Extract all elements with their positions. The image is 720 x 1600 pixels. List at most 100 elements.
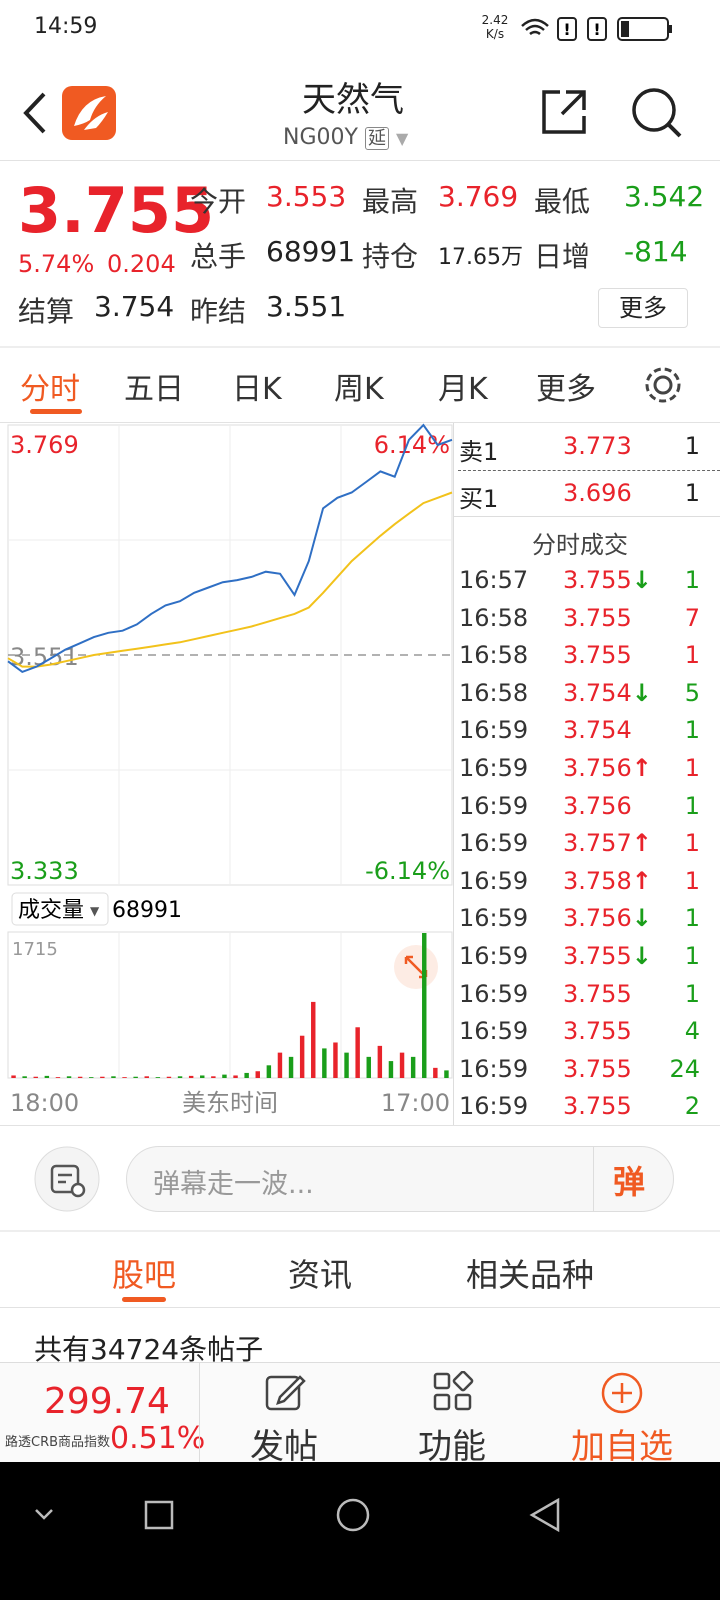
average-line — [7, 491, 453, 668]
tab[interactable]: 分时 — [20, 372, 80, 407]
trade-price: 3.755 — [563, 603, 632, 632]
trade-time: 16:59 — [459, 1054, 529, 1083]
trade-arrow: ↑ — [631, 866, 652, 895]
trade-price: 3.755↓ — [563, 942, 652, 970]
divider — [0, 1125, 720, 1126]
price-line — [7, 423, 453, 674]
tab[interactable]: 月K — [438, 372, 488, 407]
header-title: 天然气 — [302, 80, 404, 120]
divider — [0, 1230, 720, 1232]
divider — [199, 1363, 200, 1463]
volume-bar — [399, 1052, 405, 1078]
tab[interactable]: 五日 — [124, 372, 184, 407]
change-value: 0.204 — [107, 250, 176, 278]
comment-placeholder: 弹幕走一波... — [153, 1169, 314, 1200]
x-label: 美东时间 — [182, 1089, 278, 1117]
quote-value: 68991 — [266, 235, 356, 268]
nav-hide[interactable] — [35, 1509, 53, 1520]
trade-volume: 1 — [684, 716, 700, 745]
trade-volume: 1 — [684, 754, 700, 782]
volume-total: 68991 — [112, 898, 182, 923]
trade-price: 3.755 — [563, 1054, 632, 1083]
danmaku-settings[interactable] — [34, 1146, 100, 1212]
nav-bar — [0, 1462, 720, 1600]
trade-arrow: ↓ — [631, 942, 652, 970]
quote-value: 3.542 — [624, 180, 705, 213]
volume-bar — [122, 1077, 127, 1078]
bottom-action[interactable]: 功能 — [418, 1427, 486, 1467]
danmaku-button[interactable]: 弹 — [613, 1163, 646, 1201]
volume-bar — [433, 1067, 438, 1078]
trade-arrow: ↑ — [631, 754, 652, 782]
trade-price: 3.755 — [563, 641, 632, 670]
section-tab[interactable]: 相关品种 — [465, 1256, 594, 1294]
volume-bar — [333, 1042, 338, 1078]
more-button[interactable]: 更多 — [598, 288, 688, 328]
tab[interactable]: 更多 — [536, 372, 596, 407]
quote-label: 结算 — [18, 295, 75, 328]
trade-volume: 7 — [684, 603, 700, 632]
intraday-chart: 成交量 ▼ 68991 3.3333.5513.769-6.14%6.14%18… — [7, 423, 453, 1117]
change-percent: 5.74% — [18, 250, 95, 278]
y-tick-label: 1715 — [12, 939, 58, 960]
percent-label: -6.14% — [365, 857, 450, 885]
volume-bar — [66, 1076, 72, 1078]
book-separator — [454, 516, 720, 517]
volume-bar — [266, 1065, 272, 1078]
volume-bar — [444, 1070, 449, 1078]
trade-time: 16:59 — [459, 716, 529, 745]
trade-volume: 1 — [684, 979, 700, 1008]
tab[interactable]: 周K — [334, 372, 384, 407]
share-button[interactable] — [540, 88, 588, 136]
volume-bar — [344, 1052, 349, 1078]
dropdown-icon[interactable]: ▼ — [395, 129, 409, 148]
quote-value: 3.551 — [266, 290, 347, 323]
volume-bar — [111, 1076, 116, 1078]
header-code: NG00Y 延 ▼ — [283, 124, 408, 150]
volume-bar — [144, 1076, 149, 1078]
book-label: 卖1 — [459, 438, 499, 466]
search-button[interactable] — [630, 86, 684, 140]
section-tab[interactable]: 股吧 — [111, 1256, 176, 1294]
status-icons: ! ! — [521, 17, 672, 41]
trade-price: 3.754↓ — [563, 678, 652, 707]
volume-bar — [33, 1076, 38, 1078]
app-logo — [62, 86, 116, 140]
section-tab[interactable]: 资讯 — [287, 1256, 352, 1294]
trade-time: 16:57 — [459, 566, 529, 594]
nav-recents[interactable] — [144, 1500, 174, 1530]
volume-selector[interactable] — [11, 892, 109, 926]
svg-text:!: ! — [563, 20, 570, 39]
back-button[interactable] — [18, 90, 50, 136]
volume-bar — [366, 1056, 371, 1078]
trade-price: 3.755 — [563, 1017, 632, 1046]
quote-value: 17.65万 — [438, 245, 523, 270]
bottom-action[interactable]: 发帖 — [250, 1427, 318, 1467]
trade-price: 3.754 — [563, 716, 632, 745]
nav-home[interactable] — [336, 1498, 370, 1532]
volume-bar — [410, 1056, 416, 1078]
comment-input[interactable]: 弹幕走一波... 弹 — [126, 1146, 674, 1212]
trade-volume: 2 — [684, 1092, 700, 1121]
nav-back[interactable] — [529, 1497, 560, 1533]
bottom-action[interactable]: 加自选 — [571, 1427, 673, 1467]
trade-time: 16:59 — [459, 979, 529, 1008]
trade-volume: 4 — [684, 1017, 700, 1046]
net-speed-unit: K/s — [485, 27, 505, 41]
index-value[interactable]: 299.74 — [44, 1381, 170, 1422]
trade-volume: 1 — [684, 942, 700, 970]
quote-label: 昨结 — [190, 295, 247, 328]
trade-price: 3.756↑ — [563, 754, 652, 782]
volume-bar — [188, 1075, 194, 1078]
trade-price: 3.755 — [563, 1092, 632, 1121]
trade-volume: 1 — [684, 829, 700, 858]
volume-bar — [355, 1027, 360, 1078]
settings-button[interactable] — [642, 364, 684, 406]
trade-price: 3.755↓ — [563, 566, 652, 594]
add-watch-icon — [601, 1372, 643, 1414]
divider — [0, 422, 720, 423]
volume-bar — [299, 1035, 305, 1078]
tab[interactable]: 日K — [232, 372, 282, 407]
trade-time: 16:58 — [459, 678, 529, 707]
volume-bar — [233, 1075, 238, 1078]
